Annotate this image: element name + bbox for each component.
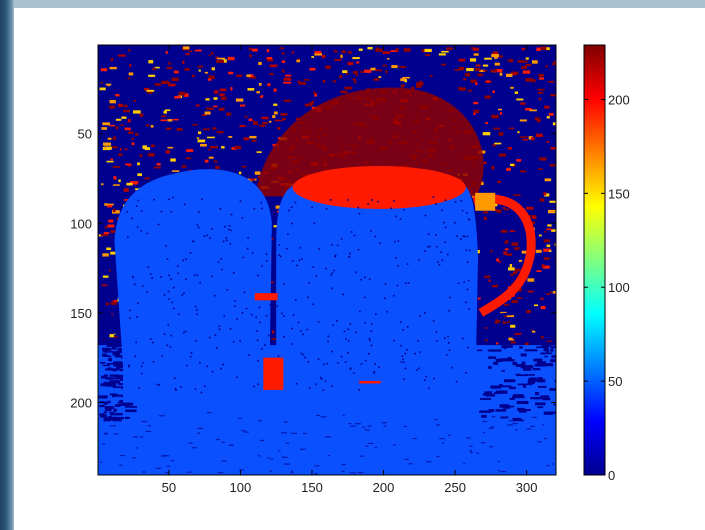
- red-strip: [254, 293, 278, 301]
- y-tick-label: 200: [70, 395, 92, 410]
- cup-handle: [472, 194, 536, 317]
- y-tick-label: 50: [78, 127, 92, 142]
- colorbar: [583, 44, 606, 476]
- x-tick-label: 200: [373, 480, 395, 495]
- object-noise: [126, 196, 471, 394]
- plot-frame: [97, 44, 557, 476]
- x-tick-label: 100: [230, 480, 252, 495]
- x-tick-label: 50: [162, 480, 176, 495]
- cup-body: [276, 183, 478, 403]
- colorbar-tick-label: 150: [608, 186, 630, 201]
- colorbar-axis: 0 50 100 150 200: [584, 92, 630, 483]
- colorbar-tick-label: 0: [608, 468, 615, 483]
- colorbar-tick-label: 200: [608, 92, 630, 107]
- background-cloud: [254, 87, 484, 197]
- x-axis: 50 100 150 200 250 300: [162, 45, 538, 495]
- x-tick-label: 250: [444, 480, 466, 495]
- cup-rim: [292, 165, 466, 209]
- x-tick-label: 300: [516, 480, 538, 495]
- y-tick-label: 150: [70, 306, 92, 321]
- handle-highlight: [475, 192, 496, 211]
- left-object: [114, 169, 272, 403]
- colorbar-tick-label: 50: [608, 374, 622, 389]
- y-tick-label: 100: [70, 216, 92, 231]
- red-patch: [263, 357, 284, 390]
- colorbar-tick-label: 100: [608, 280, 630, 295]
- x-tick-label: 150: [301, 480, 323, 495]
- figure-window: 50 100 150 200 250 300 50 100 150 200 0 50 100 150 2…: [14, 8, 705, 530]
- red-strip-2: [359, 380, 381, 384]
- y-axis: 50 100 150 200: [70, 127, 556, 410]
- plot-area: [98, 45, 556, 475]
- heatmap-chart: 50 100 150 200 250 300 50 100 150 200 0 50 100 150 2…: [70, 44, 630, 495]
